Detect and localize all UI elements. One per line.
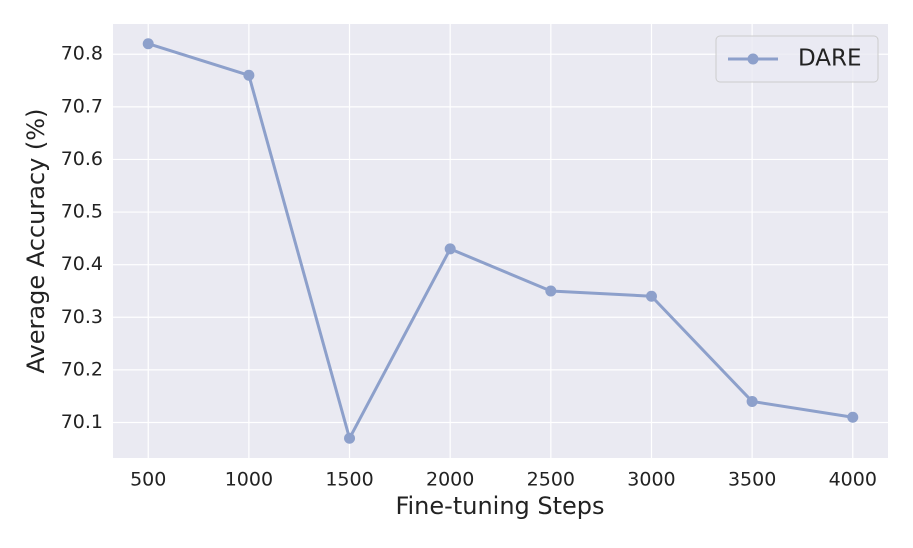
- y-tick-label: 70.7: [61, 95, 103, 117]
- point: [142, 38, 154, 50]
- x-tick-label: 2000: [426, 469, 474, 491]
- x-tick-label: 3500: [728, 469, 776, 491]
- point: [645, 290, 657, 302]
- legend-marker: [747, 53, 759, 65]
- y-tick-label: 70.5: [61, 201, 103, 223]
- x-tick-label: 500: [130, 469, 166, 491]
- x-tick-label: 1500: [325, 469, 373, 491]
- x-tick-label: 3000: [627, 469, 675, 491]
- y-tick-label: 70.1: [61, 411, 103, 433]
- plot-area: [113, 24, 888, 458]
- y-tick-label: 70.8: [61, 43, 103, 65]
- x-tick-label: 4000: [829, 469, 877, 491]
- y-tick-label: 70.6: [61, 148, 103, 170]
- point: [746, 395, 758, 407]
- y-axis-label: Average Accuracy (%): [22, 109, 50, 374]
- line: [147, 42, 854, 440]
- point: [847, 411, 859, 423]
- legend-text: DARE: [798, 46, 862, 72]
- point: [243, 69, 255, 81]
- marks: [142, 38, 859, 444]
- y-tick-label: 70.2: [61, 358, 103, 380]
- grid: [113, 24, 888, 458]
- point: [545, 285, 557, 297]
- legend-box: [715, 35, 879, 83]
- point: [444, 243, 456, 255]
- x-tick-label: 1000: [225, 469, 273, 491]
- y-tick-label: 70.4: [61, 253, 103, 275]
- x-axis-label: Fine-tuning Steps: [395, 492, 604, 520]
- y-tick-label: 70.3: [61, 306, 103, 328]
- point: [344, 432, 356, 444]
- x-tick-label: 2500: [527, 469, 575, 491]
